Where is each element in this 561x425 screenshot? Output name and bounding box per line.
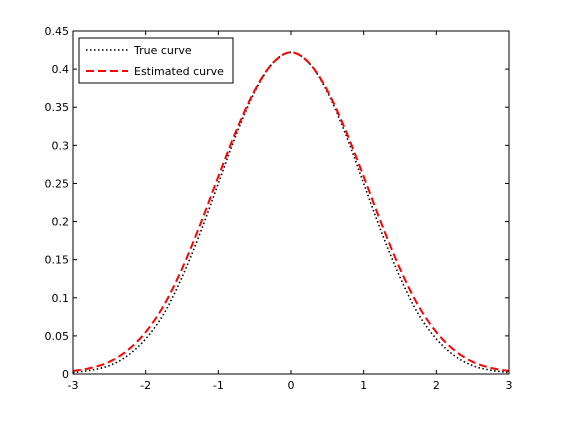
legend-label-true-curve: True curve: [133, 44, 192, 57]
x-tick-label: 2: [433, 379, 440, 392]
x-tick-label: 1: [360, 379, 367, 392]
y-tick-label: 0.05: [45, 330, 70, 343]
x-tick-label: -3: [68, 379, 79, 392]
y-tick-label: 0.15: [45, 254, 70, 267]
legend-label-estimated-curve: Estimated curve: [134, 65, 224, 78]
x-tick-label: -1: [213, 379, 224, 392]
series-line-true-curve: [72, 51, 510, 374]
x-tick-label: -2: [140, 379, 151, 392]
x-tick-label: 0: [288, 379, 295, 392]
y-tick-label: 0.45: [45, 25, 70, 38]
y-tick-label: 0.25: [45, 177, 70, 190]
y-tick-label: 0.4: [52, 63, 70, 76]
series-line-estimated-curve: [72, 51, 510, 372]
plot-area: [72, 30, 510, 375]
y-tick-label: 0.3: [52, 139, 70, 152]
x-tick-label: 3: [506, 379, 513, 392]
legend-box: [78, 37, 234, 84]
y-tick-label: 0.1: [52, 292, 70, 305]
legend: True curve Estimated curve: [78, 37, 234, 84]
series-layer: [72, 51, 510, 374]
y-tick-label: 0: [62, 368, 69, 381]
y-tick-label: 0.35: [45, 101, 70, 114]
y-tick-label: 0.2: [52, 216, 70, 229]
axes-layer: -3 -2 -1 0 1 2 3 0 0.05 0.1 0.15 0.2 0.25 0.3 0.35 0.4 0…: [45, 25, 513, 392]
